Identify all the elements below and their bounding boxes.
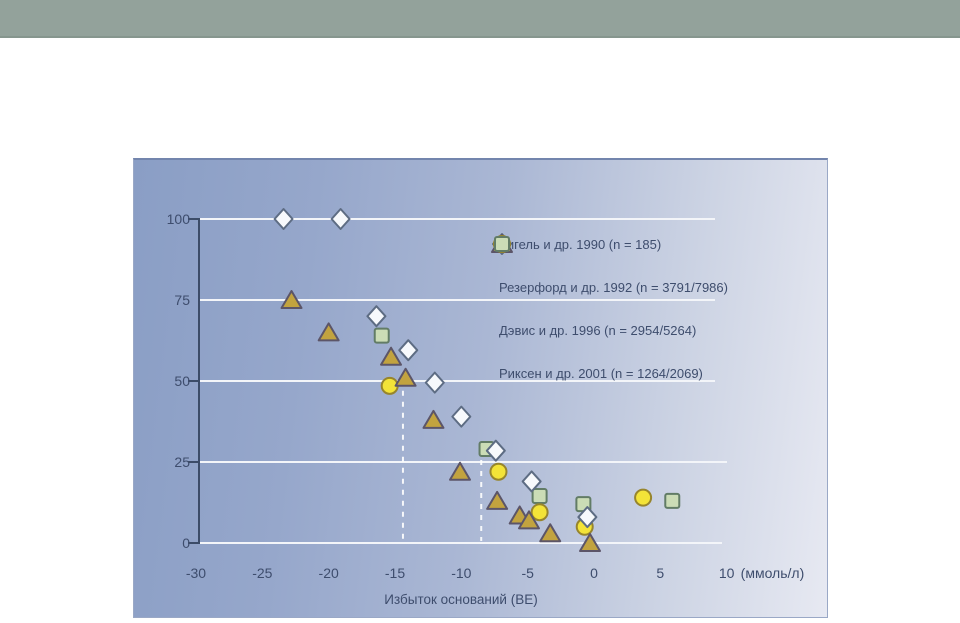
legend-item: Риксен и др. 2001 (n = 1264/2069): [490, 236, 728, 385]
x-axis-title: Избыток оснований (BE): [384, 592, 537, 607]
x-axis-unit: (ммоль/л): [741, 565, 805, 581]
x-tick-label: -10: [451, 565, 471, 581]
x-tick-label: -30: [186, 565, 206, 581]
data-point-square: [664, 492, 681, 509]
data-point-diamond: [424, 371, 445, 394]
data-point-diamond: [451, 405, 472, 428]
data-point-diamond: [366, 305, 387, 328]
square-marker-icon: [494, 236, 510, 252]
top-banner: [0, 0, 960, 38]
mortality-vs-base-excess-chart: 100 75 50 25 0 -30 -25 -20 -15 -10 -5 0 5 10 (ммоль/л)…: [133, 158, 828, 618]
y-tick-label: 50: [174, 373, 190, 389]
square-marker-shape: [494, 236, 510, 252]
data-point-triangle: [539, 523, 562, 543]
data-point-triangle: [517, 510, 540, 530]
y-tick-label: 0: [182, 535, 190, 551]
legend-label: Резерфорд и др. 1992 (n = 3791/7986): [499, 279, 728, 295]
y-tick-label: 75: [174, 292, 190, 308]
data-point-circle: [530, 503, 549, 522]
data-point-diamond: [577, 506, 598, 529]
data-point-diamond: [521, 470, 542, 493]
data-point-triangle: [317, 322, 340, 342]
data-point-diamond: [273, 208, 294, 230]
data-point-triangle: [394, 367, 417, 387]
data-point-triangle: [486, 490, 509, 510]
chart-legend: Зигель и др. 1990 (n = 185) Резерфорд и д…: [490, 232, 728, 404]
legend-label: Дэвис и др. 1996 (n = 2954/5264): [499, 322, 697, 338]
data-point-circle: [489, 462, 508, 481]
x-tick-label: 5: [656, 565, 664, 581]
y-tick-label: 100: [167, 211, 191, 227]
legend-label: Риксен и др. 2001 (n = 1264/2069): [499, 365, 703, 381]
legend-item: Резерфорд и др. 1992 (n = 3791/7986): [490, 234, 728, 299]
data-point-square: [373, 327, 390, 344]
x-tick-label: 10: [719, 565, 735, 581]
data-point-triangle: [579, 533, 602, 552]
x-tick-label: -15: [385, 565, 405, 581]
x-tick-label: -5: [521, 565, 534, 581]
data-point-diamond: [485, 439, 506, 462]
data-point-circle: [634, 488, 653, 507]
legend-label: Зигель и др. 1990 (n = 185): [499, 236, 662, 252]
x-tick-label: -20: [319, 565, 339, 581]
data-point-diamond: [398, 339, 419, 362]
data-point-triangle: [449, 461, 472, 481]
data-point-triangle: [380, 346, 403, 366]
legend-item: Дэвис и др. 1996 (n = 2954/5264): [490, 235, 728, 342]
y-tick-label: 25: [174, 454, 190, 470]
data-point-triangle: [280, 290, 303, 309]
scatter-plot: 100 75 50 25 0 -30 -25 -20 -15 -10 -5 0 5 10 (ммоль/л)…: [167, 208, 805, 607]
x-tick-label: -25: [252, 565, 272, 581]
data-point-diamond: [330, 208, 351, 230]
data-point-square: [531, 488, 548, 505]
data-point-triangle: [422, 409, 445, 429]
x-tick-label: 0: [590, 565, 598, 581]
legend-item: Зигель и др. 1990 (n = 185): [490, 232, 728, 256]
